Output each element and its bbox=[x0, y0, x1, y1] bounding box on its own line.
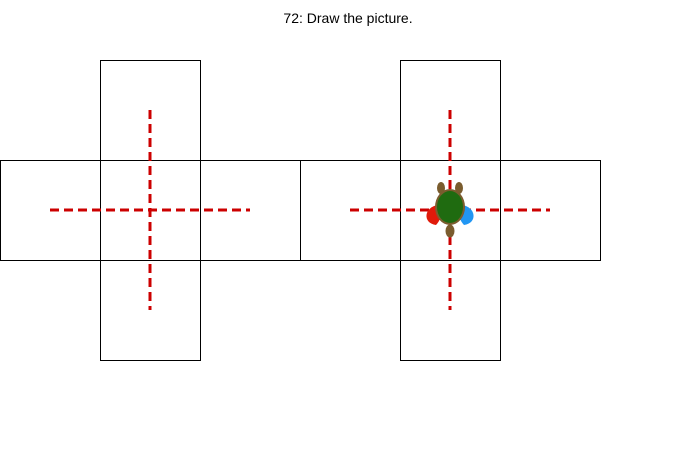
turtle-leg-right bbox=[455, 182, 463, 194]
turtle-icon[interactable] bbox=[426, 182, 474, 238]
task-title: 72: Draw the picture. bbox=[283, 10, 413, 26]
reference-figure bbox=[0, 60, 301, 361]
turtle-shell bbox=[437, 191, 463, 223]
turtle-head bbox=[445, 224, 455, 238]
turtle-leg-left bbox=[437, 182, 445, 194]
